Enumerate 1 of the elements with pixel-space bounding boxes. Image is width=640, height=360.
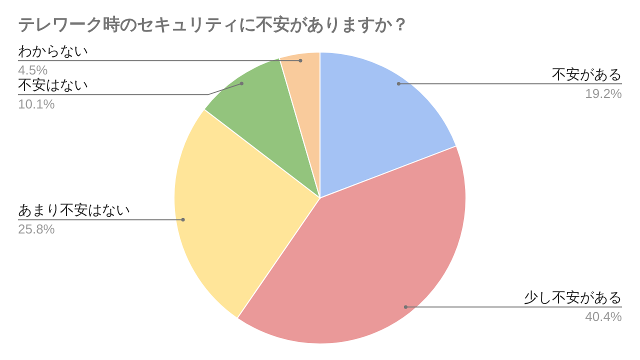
title: テレワーク時のセキュリティに不安がありますか？ (18, 15, 409, 34)
